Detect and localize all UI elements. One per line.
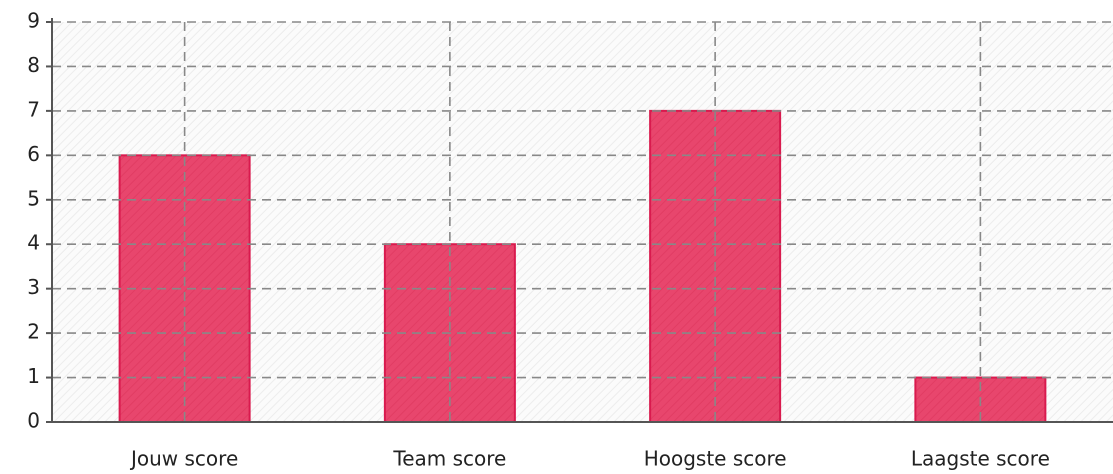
x-tick-label: Team score	[392, 447, 506, 471]
y-tick-label: 7	[27, 97, 40, 121]
x-tick-label: Laagste score	[911, 447, 1050, 471]
bar	[118, 154, 251, 423]
y-tick-label: 4	[27, 231, 40, 255]
y-tick-label: 2	[27, 320, 40, 344]
y-tick-label: 5	[27, 186, 40, 210]
x-tick-label: Jouw score	[129, 447, 238, 471]
y-tick-label: 3	[27, 275, 40, 299]
y-tick-label: 1	[27, 364, 40, 388]
y-tick-label: 6	[27, 142, 40, 166]
y-tick-label: 0	[27, 409, 40, 433]
y-tick-label: 9	[27, 9, 40, 33]
x-tick-label: Hoogste score	[644, 447, 787, 471]
y-tick-label: 8	[27, 53, 40, 77]
